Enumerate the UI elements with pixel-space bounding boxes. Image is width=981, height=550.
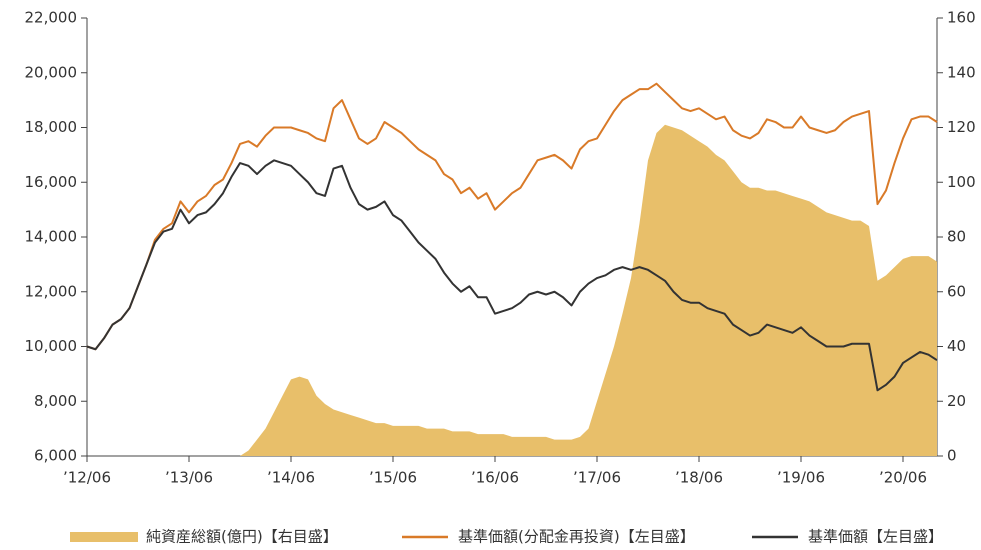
x-tick-label: ’20/06 <box>879 469 927 487</box>
x-tick-label: ’18/06 <box>675 469 723 487</box>
y2-tick-label: 140 <box>947 63 976 81</box>
y2-tick-label: 160 <box>947 9 976 27</box>
y2-tick-label: 40 <box>947 337 966 355</box>
y2-tick-label: 120 <box>947 118 976 136</box>
y-tick-label: 22,000 <box>25 9 78 27</box>
x-tick-label: ’12/06 <box>63 469 111 487</box>
y2-tick-label: 0 <box>947 447 957 465</box>
y-tick-label: 20,000 <box>25 63 78 81</box>
y2-tick-label: 20 <box>947 392 966 410</box>
y-tick-label: 18,000 <box>25 118 78 136</box>
legend-label: 基準価額【左目盛】 <box>808 528 943 546</box>
y-tick-label: 12,000 <box>25 282 78 300</box>
legend-label: 基準価額(分配金再投資)【左目盛】 <box>458 528 695 546</box>
x-tick-label: ’13/06 <box>165 469 213 487</box>
y-tick-label: 10,000 <box>25 337 78 355</box>
x-tick-label: ’17/06 <box>573 469 621 487</box>
line <box>86 82 938 351</box>
x-tick-label: ’15/06 <box>369 469 417 487</box>
y-tick-label: 14,000 <box>25 228 78 246</box>
y2-tick-label: 80 <box>947 228 966 246</box>
y2-tick-label: 60 <box>947 282 966 300</box>
y-tick-label: 8,000 <box>34 392 77 410</box>
y-tick-label: 16,000 <box>25 173 78 191</box>
y-tick-label: 6,000 <box>34 447 77 465</box>
legend-label: 純資産総額(億円)【右目盛】 <box>146 528 338 546</box>
y2-tick-label: 100 <box>947 173 976 191</box>
x-tick-label: ’14/06 <box>267 469 315 487</box>
area <box>87 124 937 456</box>
legend-swatch <box>70 532 138 542</box>
x-tick-label: ’19/06 <box>777 469 825 487</box>
line <box>86 159 938 392</box>
x-tick-label: ’16/06 <box>471 469 519 487</box>
